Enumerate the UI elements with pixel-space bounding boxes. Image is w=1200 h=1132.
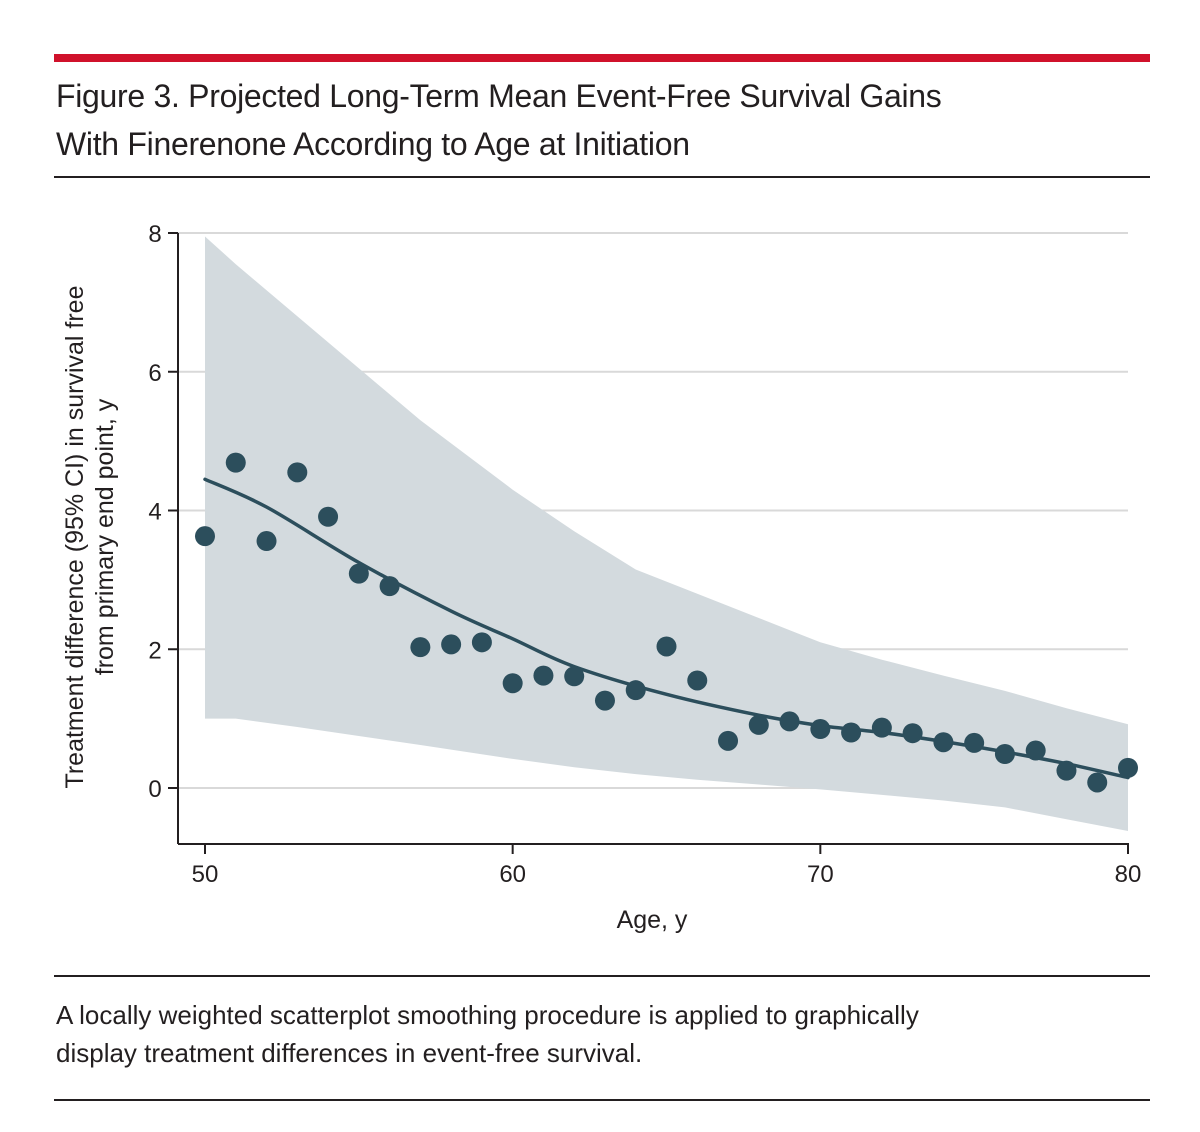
data-point-age-66 — [687, 670, 708, 691]
figure-title: Figure 3. Projected Long-Term Mean Event… — [56, 72, 1146, 168]
axis-layer — [168, 232, 1129, 854]
data-point-age-61 — [533, 665, 554, 686]
data-point-age-73 — [902, 723, 923, 744]
data-point-age-69 — [779, 711, 800, 732]
y-axis-title-line-1: Treatment difference (95% CI) in surviva… — [61, 286, 89, 789]
data-point-age-79 — [1087, 772, 1108, 793]
smooth-line-layer — [203, 477, 1130, 780]
data-point-age-74 — [933, 732, 954, 753]
data-point-age-56 — [379, 576, 400, 597]
data-point-age-80 — [1118, 757, 1138, 778]
data-point-age-68 — [748, 714, 769, 735]
data-point-age-60 — [502, 673, 523, 694]
data-point-age-67 — [718, 730, 739, 751]
data-point-age-71 — [841, 722, 862, 743]
y-tick-label-2: 2 — [148, 637, 161, 664]
caption-top-divider — [54, 975, 1150, 977]
data-point-age-52 — [256, 531, 277, 552]
data-point-age-57 — [410, 637, 431, 658]
accent-red-rule — [54, 54, 1150, 62]
data-point-age-58 — [441, 634, 462, 655]
data-point-age-72 — [871, 717, 892, 738]
data-point-age-51 — [225, 452, 246, 473]
y-tick-label-8: 8 — [148, 221, 161, 248]
caption-bottom-divider — [54, 1099, 1150, 1101]
y-tick-label-0: 0 — [148, 776, 161, 803]
data-point-age-54 — [318, 506, 339, 527]
x-axis-title: Age, y — [617, 906, 688, 934]
y-axis-title: Treatment difference (95% CI) in surviva… — [61, 286, 119, 789]
data-point-age-75 — [964, 732, 985, 753]
figure-title-line-1: Figure 3. Projected Long-Term Mean Event… — [56, 78, 942, 114]
data-point-age-59 — [471, 632, 492, 653]
x-tick-label-60: 60 — [499, 861, 526, 888]
tick-label-layer: 0 2 4 6 8 50 60 70 80 — [148, 221, 1141, 888]
lowess-smooth-line — [203, 477, 1130, 780]
x-tick-label-70: 70 — [807, 861, 834, 888]
data-point-age-70 — [810, 719, 831, 740]
data-point-age-53 — [287, 462, 308, 483]
caption-line-2: display treatment differences in event-f… — [56, 1038, 643, 1068]
title-divider — [54, 176, 1150, 178]
figure-title-line-2: With Finerenone According to Age at Init… — [56, 126, 690, 162]
data-point-age-55 — [348, 563, 369, 584]
figure-caption: A locally weighted scatterplot smoothing… — [56, 996, 1146, 1072]
data-point-age-77 — [1025, 740, 1046, 761]
y-tick-label-6: 6 — [148, 360, 161, 387]
y-tick-label-4: 4 — [148, 499, 161, 526]
data-point-age-65 — [656, 636, 677, 657]
data-point-age-62 — [564, 666, 585, 687]
x-tick-label-50: 50 — [192, 861, 219, 888]
data-point-age-50 — [195, 526, 215, 547]
data-point-age-63 — [594, 690, 615, 711]
data-point-age-64 — [625, 680, 646, 701]
caption-line-1: A locally weighted scatterplot smoothing… — [56, 1000, 919, 1030]
x-tick-label-80: 80 — [1115, 861, 1142, 888]
y-axis-title-line-2: from primary end point, y — [91, 398, 119, 675]
confidence-band-95ci — [205, 236, 1128, 831]
data-point-age-78 — [1056, 760, 1077, 781]
point-layer — [195, 452, 1138, 793]
data-point-age-76 — [994, 744, 1015, 765]
confidence-band-layer — [205, 236, 1128, 831]
